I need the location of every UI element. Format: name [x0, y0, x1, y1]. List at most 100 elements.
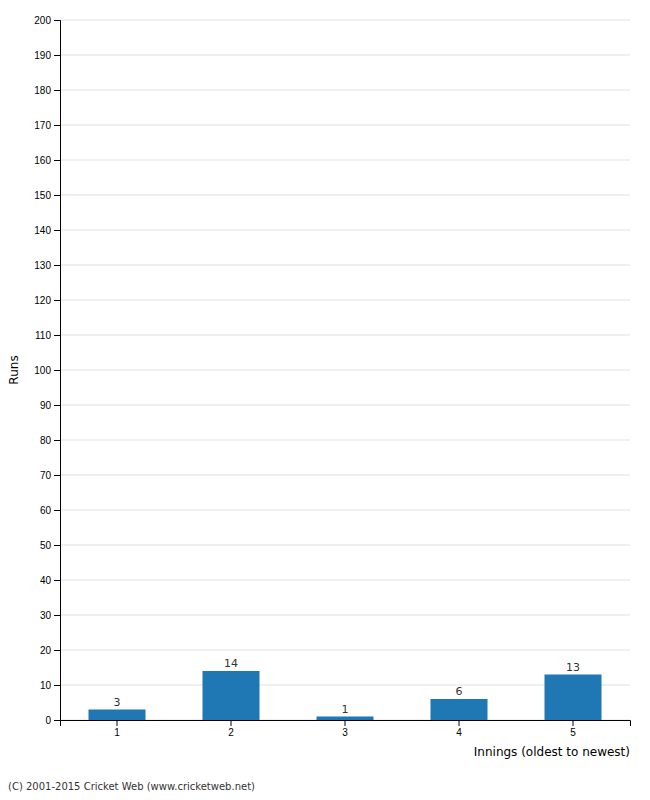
tick-mark	[54, 230, 60, 231]
tick-mark	[54, 615, 60, 616]
tick-mark	[54, 475, 60, 476]
tick: 200	[34, 15, 60, 26]
tick-label: 70	[40, 470, 52, 481]
tick: 4	[456, 720, 462, 738]
tick: 60	[40, 505, 60, 516]
tick: 140	[34, 225, 60, 236]
tick-label: 90	[40, 400, 52, 411]
tick-label: 110	[35, 330, 51, 341]
grid-line	[60, 545, 630, 546]
data-labels: 3141613	[114, 657, 581, 716]
grid-line	[60, 510, 630, 511]
tick-mark	[54, 510, 60, 511]
tick: 90	[40, 400, 60, 411]
bars	[89, 671, 602, 720]
tick: 160	[34, 155, 60, 166]
tick-mark	[54, 20, 60, 21]
bar	[431, 699, 488, 720]
bar	[203, 671, 260, 720]
tick-mark	[54, 90, 60, 91]
tick: 0	[45, 715, 60, 726]
axis-line	[61, 721, 631, 727]
tick-label: 2	[228, 727, 234, 738]
chart: 0102030405060708090100110120130140150160…	[0, 0, 650, 800]
tick: 30	[40, 610, 60, 621]
tick-mark	[54, 55, 60, 56]
tick: 1	[114, 720, 120, 738]
grid-line	[60, 20, 630, 21]
grid-line	[60, 195, 630, 196]
grid-line	[60, 650, 630, 651]
tick-mark	[54, 195, 60, 196]
tick-label: 10	[40, 680, 52, 691]
tick-mark	[345, 720, 346, 726]
grid-line	[60, 580, 630, 581]
data-label: 14	[224, 657, 238, 670]
tick: 3	[342, 720, 348, 738]
tick-mark	[117, 720, 118, 726]
grid-line	[60, 90, 630, 91]
grid-line	[60, 475, 630, 476]
tick-mark	[54, 720, 60, 721]
tick: 80	[40, 435, 60, 446]
tick: 100	[34, 365, 60, 376]
tick: 180	[34, 85, 60, 96]
tick-label: 20	[40, 645, 52, 656]
tick-label: 150	[34, 190, 51, 201]
tick-mark	[573, 720, 574, 726]
tick-label: 60	[40, 505, 52, 516]
tick-mark	[54, 685, 60, 686]
tick-mark	[54, 125, 60, 126]
data-label: 3	[114, 696, 121, 709]
tick-label: 160	[34, 155, 51, 166]
grid-line	[60, 335, 630, 336]
tick-label: 3	[342, 727, 348, 738]
tick-mark	[54, 405, 60, 406]
grid-line	[60, 230, 630, 231]
tick-label: 1	[114, 727, 120, 738]
tick-label: 0	[45, 715, 51, 726]
tick-label: 4	[456, 727, 462, 738]
tick-mark	[54, 335, 60, 336]
footer: (C) 2001-2015 Cricket Web (www.cricketwe…	[8, 781, 255, 792]
bar	[317, 717, 374, 721]
tick-label: 80	[40, 435, 52, 446]
tick-mark	[54, 580, 60, 581]
tick: 10	[40, 680, 60, 691]
tick: 20	[40, 645, 60, 656]
tick-mark	[54, 440, 60, 441]
tick-label: 5	[570, 727, 576, 738]
grid-line	[60, 615, 630, 616]
tick: 110	[35, 330, 60, 341]
tick: 120	[34, 295, 60, 306]
x-axis-title: Innings (oldest to newest)	[474, 745, 630, 759]
bar	[89, 710, 146, 721]
tick-label: 130	[34, 260, 51, 271]
tick: 2	[228, 720, 234, 738]
grid-line	[60, 55, 630, 56]
grid-line	[60, 405, 630, 406]
tick: 5	[570, 720, 576, 738]
tick-label: 140	[34, 225, 51, 236]
tick-mark	[231, 720, 232, 726]
x-axis: 1 2 3 4 5	[61, 720, 631, 738]
tick-label: 100	[34, 365, 51, 376]
bar	[545, 675, 602, 721]
plot: 0102030405060708090100110120130140150160…	[7, 15, 631, 759]
tick-label: 180	[34, 85, 51, 96]
tick-mark	[54, 265, 60, 266]
grid-line	[60, 370, 630, 371]
y-axis: 0102030405060708090100110120130140150160…	[34, 15, 60, 726]
tick-label: 30	[40, 610, 52, 621]
tick-mark	[54, 650, 60, 651]
tick-mark	[459, 720, 460, 726]
tick-mark	[54, 300, 60, 301]
tick-label: 170	[34, 120, 51, 131]
tick-mark	[54, 160, 60, 161]
grid-line	[60, 300, 630, 301]
tick-label: 50	[40, 540, 52, 551]
grid	[60, 20, 630, 720]
tick: 190	[34, 50, 60, 61]
y-axis-title: Runs	[7, 355, 21, 384]
data-label: 13	[566, 661, 580, 674]
